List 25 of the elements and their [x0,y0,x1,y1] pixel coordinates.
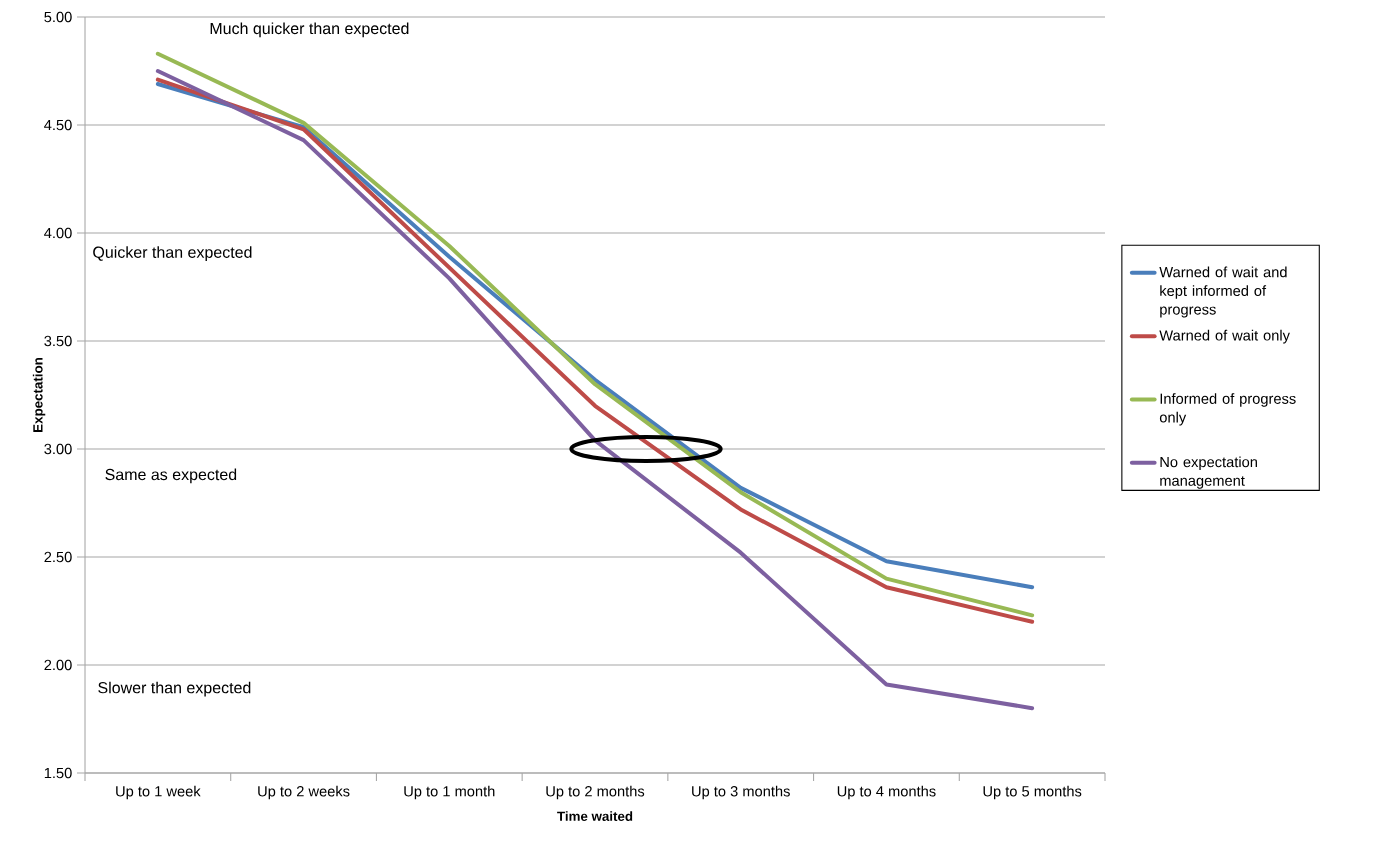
legend-label: Warned of wait only [1159,329,1290,344]
x-tick-label: Up to 1 week [116,785,201,800]
x-tick-label: Up to 2 weeks [258,785,350,800]
y-tick-label: 2.50 [44,551,72,563]
y-axis-title: Expectation [32,358,46,432]
x-tick-label: Up to 4 months [837,785,936,800]
annotation: Slower than expected [98,681,251,697]
legend-label: Informed of progress only [1159,393,1296,426]
x-tick-label: Up to 2 months [546,785,645,800]
y-tick-label: 4.00 [44,227,72,239]
y-tick-label: 5.00 [44,11,72,23]
x-tick-label: Up to 3 months [692,785,790,800]
x-axis-title: Time waited [557,811,633,821]
annotation: Quicker than expected [93,246,252,262]
y-tick-label: 4.50 [44,119,72,131]
annotation: Same as expected [105,468,237,484]
y-tick-label: 2.00 [44,659,72,671]
y-tick-label: 3.00 [44,443,72,455]
y-tick-label: 3.50 [44,335,72,347]
legend-label: No expectation management [1160,456,1257,489]
y-tick-label: 1.50 [44,767,72,779]
x-tick-label: Up to 1 month [404,785,495,800]
annotation: Much quicker than expected [210,22,409,38]
legend-label: Warned of wait and kept informed of progress [1159,266,1287,318]
x-tick-label: Up to 5 months [983,785,1082,800]
